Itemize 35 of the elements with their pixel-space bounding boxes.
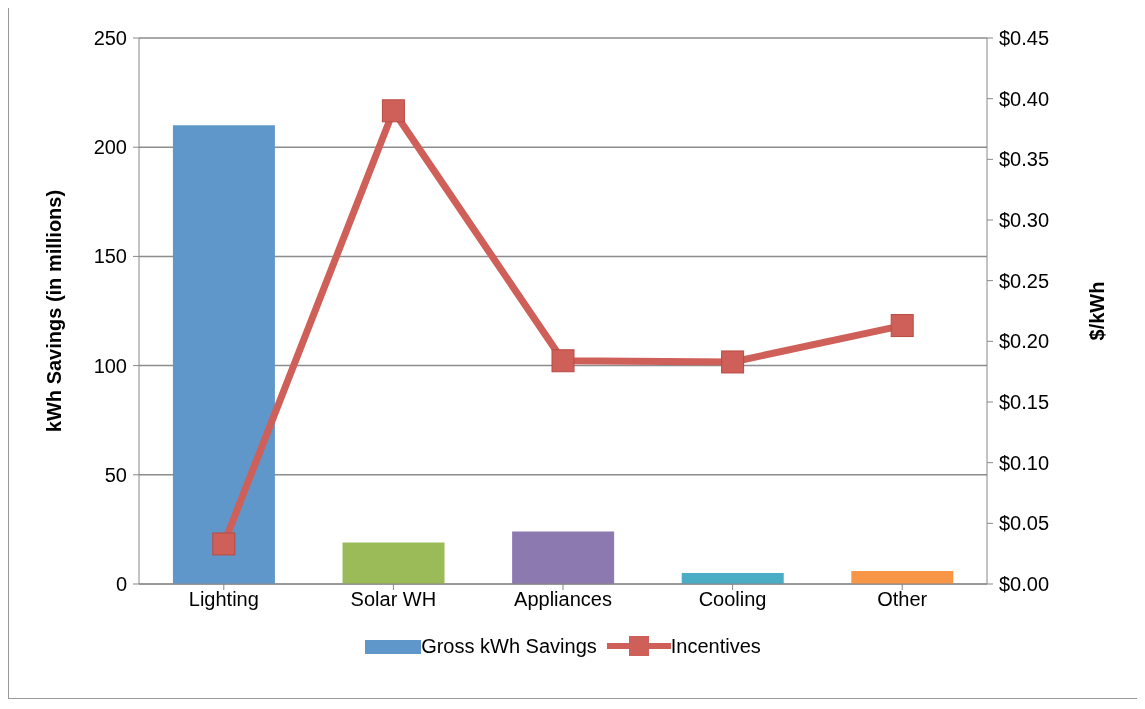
x-tick-label: Cooling (698, 588, 767, 611)
y2-axis-title: $/kWh (1086, 281, 1109, 341)
x-tick-label: Solar WH (350, 588, 437, 611)
y-tick-label: 50 (104, 463, 127, 486)
x-tick-label: Lighting (188, 588, 259, 611)
point (551, 349, 575, 373)
bar (512, 531, 615, 584)
y2-tick-label: $0.15 (999, 391, 1050, 413)
y-tick-label: 200 (93, 136, 127, 159)
legend-label: Incentives (670, 634, 761, 658)
y2-tick-label: $0.25 (999, 269, 1050, 292)
point (212, 532, 236, 556)
y2-tick-label: $0.45 (999, 27, 1050, 49)
y-tick-label: 150 (93, 245, 127, 268)
y2-tick-label: $0.30 (999, 209, 1050, 231)
y-axis-title: kWh Savings (in millions) (43, 189, 66, 433)
point (890, 314, 914, 338)
y-tick-label: 100 (93, 354, 127, 377)
bar (172, 125, 275, 584)
y2-tick-label: $0.00 (999, 573, 1050, 595)
bar (342, 542, 445, 584)
bar (851, 570, 954, 584)
point (721, 350, 745, 374)
y-tick-label: 250 (93, 27, 127, 49)
y2-tick-label: $0.40 (999, 87, 1050, 110)
y2-tick-label: $0.20 (999, 330, 1050, 353)
y2-tick-label: $0.05 (999, 512, 1050, 535)
x-tick-label: Other (877, 588, 928, 611)
y2-tick-label: $0.10 (999, 451, 1050, 474)
y-tick-label: 0 (115, 573, 127, 595)
point (381, 99, 405, 123)
y2-tick-label: $0.35 (999, 148, 1050, 171)
bar (681, 573, 784, 584)
legend-label: Gross kWh Savings (421, 634, 597, 658)
x-tick-label: Appliances (514, 588, 612, 611)
